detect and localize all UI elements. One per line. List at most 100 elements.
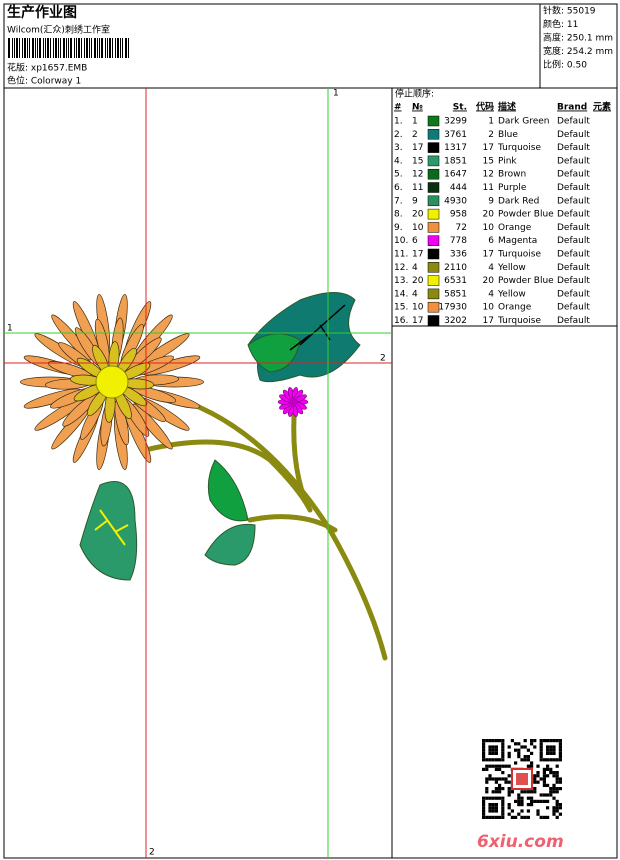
qr-module xyxy=(494,815,498,819)
qr-module xyxy=(494,767,498,771)
qr-module xyxy=(501,742,505,746)
table-cell: 8. xyxy=(394,210,403,220)
table-cell: 3761 xyxy=(444,130,467,140)
barcode-bar xyxy=(89,38,90,58)
qr-module xyxy=(549,787,553,791)
table-cell: 958 xyxy=(450,210,467,220)
qr-module xyxy=(549,751,553,755)
qr-module xyxy=(485,739,489,743)
artwork xyxy=(20,292,388,661)
barcode-bar xyxy=(70,38,72,58)
qr-module xyxy=(488,745,492,749)
table-cell: Default xyxy=(557,289,590,299)
table-cell: Purple xyxy=(498,183,527,193)
qr-module xyxy=(482,745,486,749)
qr-module xyxy=(530,739,534,743)
qr-module xyxy=(558,751,562,755)
qr-module xyxy=(523,815,527,819)
qr-module xyxy=(485,787,489,791)
qr-module xyxy=(488,803,492,807)
qr-module xyxy=(536,780,540,784)
qr-module xyxy=(536,799,540,803)
barcode-bar xyxy=(120,38,121,58)
petal xyxy=(132,403,173,450)
table-cell: 1851 xyxy=(444,156,467,166)
table-cell: Dark Red xyxy=(498,196,539,206)
table-cell: Default xyxy=(557,196,590,206)
stat: 宽度: 254.2 mm xyxy=(543,45,613,57)
qr-module xyxy=(488,806,492,810)
barcode-bar xyxy=(19,38,20,58)
qr-module xyxy=(558,758,562,762)
barcode-bar xyxy=(29,38,30,58)
qr-module xyxy=(501,745,505,749)
qr-module xyxy=(494,780,498,784)
color-swatch xyxy=(427,248,440,260)
qr-module xyxy=(494,745,498,749)
qr-module xyxy=(552,783,556,787)
table-cell: 336 xyxy=(450,250,467,260)
stat: 比例: 0.50 xyxy=(543,59,587,71)
qr-module xyxy=(488,758,492,762)
qr-seal-inner xyxy=(516,773,528,785)
table-cell: 11 xyxy=(412,183,423,193)
color-swatch xyxy=(427,168,440,180)
table-cell: 7. xyxy=(394,196,403,206)
qr-module xyxy=(558,745,562,749)
qr-module xyxy=(526,755,530,759)
qr-module xyxy=(552,787,556,791)
table-cell: Default xyxy=(557,236,590,246)
qr-module xyxy=(517,742,521,746)
table-cell: 4 xyxy=(412,289,418,299)
qr-module xyxy=(482,806,486,810)
color-swatch xyxy=(427,142,440,153)
qr-module xyxy=(536,812,540,816)
table-cell: 15 xyxy=(412,156,423,166)
barcode-bar xyxy=(101,38,103,58)
qr-module xyxy=(539,758,543,762)
barcode-bar xyxy=(43,38,44,58)
qr-module xyxy=(504,777,508,781)
table-cell: 3299 xyxy=(444,117,467,127)
qr-module xyxy=(523,758,527,762)
qr-module xyxy=(542,758,546,762)
table-cell: Default xyxy=(557,223,590,233)
table-cell: Orange xyxy=(498,223,532,233)
table-cell: 20 xyxy=(412,276,424,286)
qr-module xyxy=(501,777,505,781)
color-swatch xyxy=(427,208,440,220)
qr-module xyxy=(552,739,556,743)
table-cell: 12. xyxy=(394,263,408,273)
table-cell: 4 xyxy=(488,263,494,273)
table-cell: 16. xyxy=(394,316,408,326)
qr-module xyxy=(491,806,495,810)
barcode-bar xyxy=(112,38,113,58)
qr-module xyxy=(494,777,498,781)
qr-module xyxy=(517,748,521,752)
table-cell: 9 xyxy=(412,196,418,206)
qr-module xyxy=(526,803,530,807)
table-cell: Powder Blue xyxy=(498,210,554,220)
qr-module xyxy=(482,767,486,771)
qr-module xyxy=(494,796,498,800)
guide-label: 1 xyxy=(7,324,13,334)
qr-module xyxy=(546,748,550,752)
qr-module xyxy=(558,777,562,781)
qr-module xyxy=(491,777,495,781)
table-cell: 4. xyxy=(394,156,403,166)
barcode-bar xyxy=(68,38,69,58)
table-cell: 3202 xyxy=(444,316,467,326)
qr-module xyxy=(526,764,530,768)
qr-module xyxy=(494,764,498,768)
qr-module xyxy=(501,812,505,816)
table-cell: 10 xyxy=(483,303,495,313)
qr-module xyxy=(488,774,492,778)
qr-module xyxy=(523,745,527,749)
qr-module xyxy=(552,751,556,755)
qr-module xyxy=(526,796,530,800)
table-cell: 14. xyxy=(394,289,408,299)
qr-module xyxy=(491,745,495,749)
qr-module xyxy=(549,767,553,771)
qr-module xyxy=(517,751,521,755)
table-cell: 6 xyxy=(412,236,418,246)
